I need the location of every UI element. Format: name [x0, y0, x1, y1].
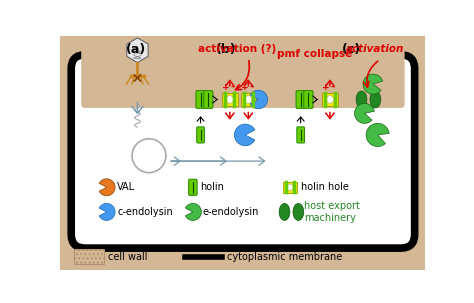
- Text: VAL: VAL: [118, 182, 136, 192]
- Text: cell wall: cell wall: [108, 251, 148, 261]
- Wedge shape: [185, 203, 201, 220]
- FancyBboxPatch shape: [197, 127, 204, 143]
- FancyBboxPatch shape: [51, 32, 435, 274]
- Text: -: -: [330, 82, 335, 92]
- Ellipse shape: [293, 203, 304, 220]
- Text: (b): (b): [216, 42, 237, 55]
- Text: activation: activation: [346, 44, 404, 54]
- Wedge shape: [355, 103, 374, 123]
- Bar: [283, 181, 297, 193]
- Wedge shape: [99, 203, 115, 220]
- Wedge shape: [235, 124, 255, 146]
- Wedge shape: [363, 74, 383, 94]
- Wedge shape: [99, 179, 115, 196]
- Ellipse shape: [245, 96, 252, 103]
- FancyBboxPatch shape: [189, 179, 197, 195]
- FancyBboxPatch shape: [304, 91, 313, 108]
- Ellipse shape: [227, 96, 233, 103]
- Ellipse shape: [370, 91, 381, 108]
- FancyBboxPatch shape: [71, 55, 415, 248]
- Text: -: -: [249, 82, 254, 92]
- Bar: [241, 93, 256, 106]
- Text: holin: holin: [201, 182, 225, 192]
- FancyBboxPatch shape: [81, 48, 405, 108]
- Bar: [322, 93, 337, 106]
- Ellipse shape: [287, 184, 293, 191]
- Text: e-endolysin: e-endolysin: [202, 207, 258, 217]
- Ellipse shape: [356, 91, 367, 108]
- Text: +: +: [222, 83, 230, 92]
- Text: c-endolysin: c-endolysin: [118, 207, 173, 217]
- Polygon shape: [127, 38, 148, 62]
- Bar: [74, 249, 103, 264]
- Text: cytoplasmic membrane: cytoplasmic membrane: [227, 251, 342, 261]
- Text: activation (?): activation (?): [199, 44, 277, 54]
- FancyBboxPatch shape: [296, 91, 305, 108]
- Ellipse shape: [327, 96, 333, 103]
- Bar: [222, 93, 237, 106]
- Text: pmf collapse: pmf collapse: [277, 49, 352, 59]
- Ellipse shape: [279, 203, 290, 220]
- Text: holin hole: holin hole: [301, 182, 348, 192]
- Wedge shape: [250, 90, 267, 109]
- FancyBboxPatch shape: [204, 91, 213, 108]
- Text: +: +: [241, 83, 248, 92]
- Text: (c): (c): [342, 42, 361, 55]
- FancyBboxPatch shape: [297, 127, 304, 143]
- Text: (a): (a): [126, 42, 146, 55]
- Text: host export
machinery: host export machinery: [304, 201, 360, 223]
- Wedge shape: [366, 123, 389, 146]
- Text: -: -: [231, 82, 235, 92]
- FancyBboxPatch shape: [196, 91, 205, 108]
- Text: +: +: [321, 83, 329, 92]
